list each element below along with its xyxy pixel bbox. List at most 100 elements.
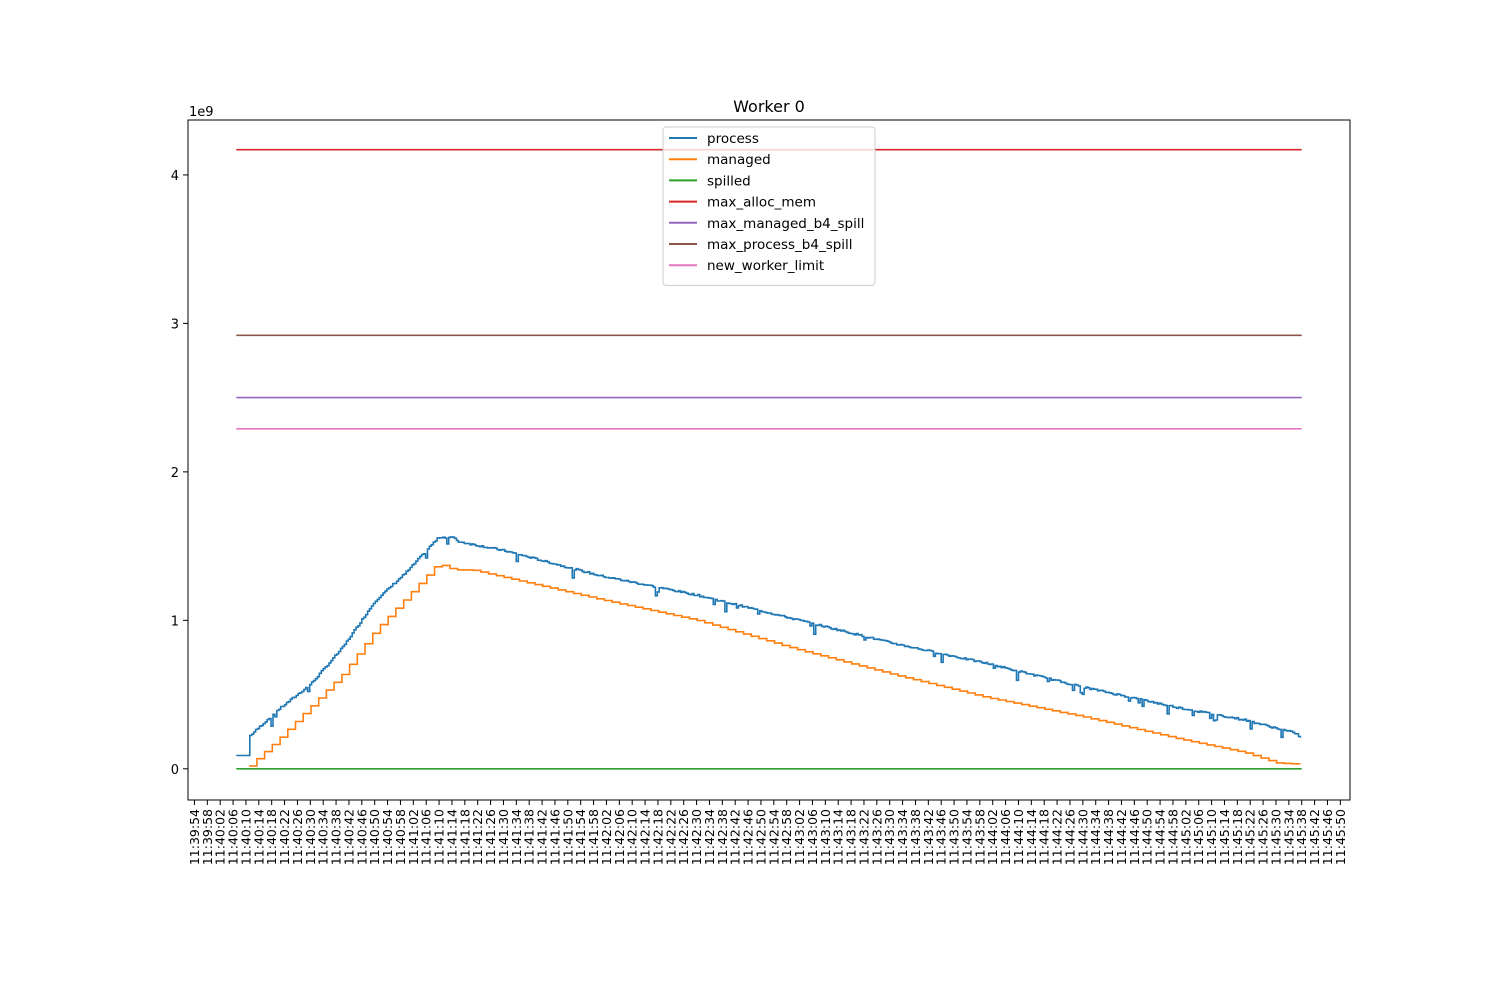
- x-tick-label: 11:42:26: [676, 809, 691, 865]
- y-tick-label: 0: [171, 763, 179, 778]
- y-tick-label: 2: [171, 466, 179, 481]
- legend: process managed spilled max_alloc_mem max_ma…: [662, 126, 876, 286]
- series-line-process: [236, 536, 1302, 757]
- x-tick-label: 11:43:30: [882, 809, 897, 865]
- x-tick-label: 11:45:22: [1243, 809, 1258, 865]
- legend-box: [662, 126, 876, 286]
- y-tick-label: 1: [171, 614, 179, 629]
- legend-label-managed: managed: [707, 152, 771, 168]
- x-tick-label: 11:44:22: [1050, 809, 1065, 865]
- x-tick-label: 11:40:22: [277, 809, 292, 865]
- legend-label-new_worker_limit: new_worker_limit: [707, 258, 824, 274]
- x-tick-label: 11:45:02: [1178, 809, 1193, 865]
- x-tick-label: 11:42:54: [766, 809, 781, 865]
- x-tick-label: 11:41:54: [573, 809, 588, 865]
- y-tick-label: 4: [171, 169, 179, 184]
- x-tick-label: 11:45:30: [1269, 809, 1284, 865]
- x-tick-label: 11:44:38: [1101, 809, 1116, 865]
- x-tick-label: 11:40:46: [354, 809, 369, 865]
- x-tick-label: 11:45:10: [1204, 809, 1219, 865]
- x-tick-label: 11:42:06: [612, 809, 627, 865]
- x-tick-label: 11:40:42: [341, 809, 356, 865]
- x-tick-label: 11:41:02: [406, 809, 421, 865]
- x-tick-label: 11:41:50: [560, 809, 575, 865]
- x-tick-label: 11:45:38: [1294, 809, 1309, 865]
- x-tick-label: 11:42:22: [663, 809, 678, 865]
- x-tick-label: 11:44:54: [1153, 809, 1168, 865]
- x-tick-label: 11:43:18: [844, 809, 859, 865]
- x-tick-label: 11:42:46: [741, 809, 756, 865]
- series-layer: [236, 148, 1302, 770]
- x-tick-label: 11:43:22: [857, 809, 872, 865]
- x-tick-label: 11:45:26: [1256, 809, 1271, 865]
- x-tick-label: 11:44:42: [1114, 809, 1129, 865]
- x-tick-label: 11:44:14: [1024, 809, 1039, 865]
- x-tick-label: 11:39:54: [187, 809, 202, 865]
- legend-label-max_alloc_mem: max_alloc_mem: [707, 195, 816, 211]
- x-tick-label: 11:43:58: [972, 809, 987, 865]
- y-tick-label: 3: [171, 317, 179, 332]
- legend-label-process: process: [707, 131, 759, 147]
- x-tick-label: 11:40:34: [316, 809, 331, 865]
- x-tick-label: 11:43:54: [960, 809, 975, 865]
- x-tick-label: 11:43:34: [895, 809, 910, 865]
- x-axis: 11:39:5411:39:5811:40:0211:40:0611:40:10…: [187, 800, 1348, 865]
- x-tick-label: 11:44:02: [985, 809, 1000, 865]
- x-tick-label: 11:44:58: [1166, 809, 1181, 865]
- x-tick-label: 11:43:38: [908, 809, 923, 865]
- x-tick-label: 11:43:26: [869, 809, 884, 865]
- x-tick-label: 11:41:34: [509, 809, 524, 865]
- x-tick-label: 11:40:38: [329, 809, 344, 865]
- x-tick-label: 11:40:30: [303, 809, 318, 865]
- x-tick-label: 11:44:34: [1088, 809, 1103, 865]
- x-tick-label: 11:42:38: [715, 809, 730, 865]
- x-tick-label: 11:42:34: [702, 809, 717, 865]
- x-tick-label: 11:42:14: [638, 809, 653, 865]
- x-tick-label: 11:43:10: [818, 809, 833, 865]
- x-tick-label: 11:40:50: [367, 809, 382, 865]
- plot-frame: [187, 119, 1351, 801]
- x-tick-label: 11:45:42: [1307, 809, 1322, 865]
- x-tick-label: 11:41:10: [432, 809, 447, 865]
- x-tick-label: 11:40:26: [290, 809, 305, 865]
- x-tick-label: 11:42:10: [625, 809, 640, 865]
- x-tick-label: 11:43:42: [921, 809, 936, 865]
- x-tick-label: 11:43:14: [831, 809, 846, 865]
- x-tick-label: 11:44:46: [1127, 809, 1142, 865]
- x-tick-label: 11:43:46: [934, 809, 949, 865]
- x-tick-label: 11:41:06: [419, 809, 434, 865]
- x-tick-label: 11:40:10: [238, 809, 253, 865]
- x-tick-label: 11:44:50: [1140, 809, 1155, 865]
- x-tick-label: 11:40:18: [264, 809, 279, 865]
- x-tick-label: 11:44:10: [1011, 809, 1026, 865]
- x-tick-label: 11:45:14: [1217, 809, 1232, 865]
- x-tick-label: 11:44:26: [1063, 809, 1078, 865]
- x-tick-label: 11:40:06: [226, 809, 241, 865]
- x-tick-label: 11:41:14: [444, 809, 459, 865]
- x-tick-label: 11:42:42: [728, 809, 743, 865]
- legend-label-max_managed_b4_spill: max_managed_b4_spill: [707, 216, 864, 232]
- x-tick-label: 11:43:02: [792, 809, 807, 865]
- x-tick-label: 11:40:54: [380, 809, 395, 865]
- x-tick-label: 11:39:58: [200, 809, 215, 865]
- x-tick-label: 11:45:34: [1281, 809, 1296, 865]
- x-tick-label: 11:42:58: [779, 809, 794, 865]
- x-tick-label: 11:45:50: [1333, 809, 1348, 865]
- x-tick-label: 11:45:18: [1230, 809, 1245, 865]
- x-tick-label: 11:44:18: [1037, 809, 1052, 865]
- x-tick-label: 11:42:50: [754, 809, 769, 865]
- legend-label-spilled: spilled: [707, 173, 751, 189]
- x-tick-label: 11:42:02: [599, 809, 614, 865]
- x-tick-label: 11:41:46: [547, 809, 562, 865]
- x-tick-label: 11:40:14: [251, 809, 266, 865]
- x-tick-label: 11:44:06: [998, 809, 1013, 865]
- y-axis: 0 1 2 3 4: [171, 169, 188, 778]
- x-tick-label: 11:43:50: [947, 809, 962, 865]
- x-tick-label: 11:40:58: [393, 809, 408, 865]
- x-tick-label: 11:44:30: [1075, 809, 1090, 865]
- legend-label-max_process_b4_spill: max_process_b4_spill: [707, 237, 853, 253]
- x-tick-label: 11:41:18: [457, 809, 472, 865]
- x-tick-label: 11:42:18: [651, 809, 666, 865]
- x-tick-label: 11:41:38: [522, 809, 537, 865]
